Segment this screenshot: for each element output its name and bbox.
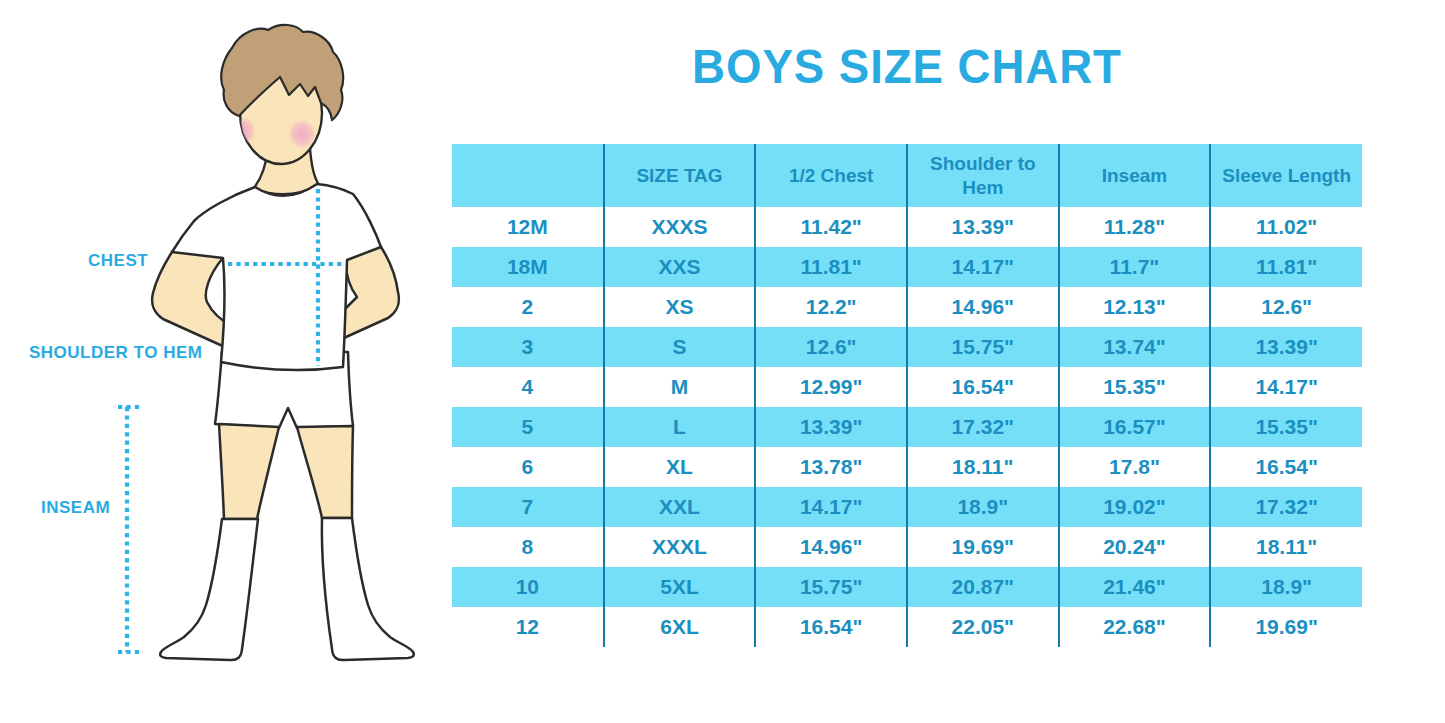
size-table-body: 12MXXXS11.42"13.39"11.28"11.02"18MXXS11.… bbox=[452, 207, 1362, 647]
table-cell: S bbox=[604, 327, 756, 367]
table-row: 18MXXS11.81"14.17"11.7"11.81" bbox=[452, 247, 1362, 287]
table-cell: 19.69" bbox=[1210, 607, 1362, 647]
boy-blush-left bbox=[232, 117, 256, 145]
table-cell: 11.7" bbox=[1059, 247, 1211, 287]
table-row: 6XL13.78"18.11"17.8"16.54" bbox=[452, 447, 1362, 487]
table-cell: 12.6" bbox=[1210, 287, 1362, 327]
table-cell: 16.57" bbox=[1059, 407, 1211, 447]
chest-label: CHEST bbox=[88, 251, 148, 271]
table-cell: 13.39" bbox=[1210, 327, 1362, 367]
table-row: 4M12.99"16.54"15.35"14.17" bbox=[452, 367, 1362, 407]
table-cell: 10 bbox=[452, 567, 604, 607]
table-cell: 6 bbox=[452, 447, 604, 487]
table-cell: 17.32" bbox=[907, 407, 1059, 447]
boy-left-leg bbox=[219, 424, 279, 519]
table-cell: L bbox=[604, 407, 756, 447]
inseam-label: INSEAM bbox=[41, 498, 110, 518]
column-header: Sleeve Length bbox=[1210, 144, 1362, 207]
table-cell: 18.11" bbox=[907, 447, 1059, 487]
table-cell: 18.9" bbox=[907, 487, 1059, 527]
table-cell: 15.35" bbox=[1210, 407, 1362, 447]
boy-right-leg bbox=[297, 426, 353, 518]
table-row: 126XL16.54"22.05"22.68"19.69" bbox=[452, 607, 1362, 647]
table-cell: 13.78" bbox=[755, 447, 907, 487]
table-cell: 14.96" bbox=[755, 527, 907, 567]
table-cell: 17.32" bbox=[1210, 487, 1362, 527]
table-cell: 11.42" bbox=[755, 207, 907, 247]
table-row: 2XS12.2"14.96"12.13"12.6" bbox=[452, 287, 1362, 327]
table-cell: 14.96" bbox=[907, 287, 1059, 327]
table-row: 8XXXL14.96"19.69"20.24"18.11" bbox=[452, 527, 1362, 567]
table-cell: 12.6" bbox=[755, 327, 907, 367]
table-cell: 13.39" bbox=[907, 207, 1059, 247]
table-cell: 8 bbox=[452, 527, 604, 567]
table-cell: 16.54" bbox=[907, 367, 1059, 407]
table-cell: 15.75" bbox=[755, 567, 907, 607]
table-cell: 20.24" bbox=[1059, 527, 1211, 567]
table-cell: 19.69" bbox=[907, 527, 1059, 567]
table-cell: XXXS bbox=[604, 207, 756, 247]
table-cell: 17.8" bbox=[1059, 447, 1211, 487]
header-row: SIZE TAG1/2 ChestShoulder to HemInseamSl… bbox=[452, 144, 1362, 207]
table-cell: XXS bbox=[604, 247, 756, 287]
table-cell: 11.28" bbox=[1059, 207, 1211, 247]
table-cell: XXXL bbox=[604, 527, 756, 567]
shoulder-to-hem-label: SHOULDER TO HEM bbox=[29, 343, 202, 363]
table-cell: 12.99" bbox=[755, 367, 907, 407]
column-header: SIZE TAG bbox=[604, 144, 756, 207]
size-table-header: SIZE TAG1/2 ChestShoulder to HemInseamSl… bbox=[452, 144, 1362, 207]
table-cell: M bbox=[604, 367, 756, 407]
table-cell: 12.13" bbox=[1059, 287, 1211, 327]
table-cell: XS bbox=[604, 287, 756, 327]
table-cell: XXL bbox=[604, 487, 756, 527]
table-cell: 13.74" bbox=[1059, 327, 1211, 367]
table-cell: 16.54" bbox=[755, 607, 907, 647]
table-cell: 11.81" bbox=[1210, 247, 1362, 287]
table-cell: 13.39" bbox=[755, 407, 907, 447]
table-cell: 7 bbox=[452, 487, 604, 527]
column-header: 1/2 Chest bbox=[755, 144, 907, 207]
table-row: 7XXL14.17"18.9"19.02"17.32" bbox=[452, 487, 1362, 527]
table-cell: 12 bbox=[452, 607, 604, 647]
table-cell: 16.54" bbox=[1210, 447, 1362, 487]
table-cell: 15.35" bbox=[1059, 367, 1211, 407]
table-cell: 14.17" bbox=[907, 247, 1059, 287]
table-cell: 19.02" bbox=[1059, 487, 1211, 527]
table-cell: 18.9" bbox=[1210, 567, 1362, 607]
table-cell: XL bbox=[604, 447, 756, 487]
table-cell: 5 bbox=[452, 407, 604, 447]
table-cell: 5XL bbox=[604, 567, 756, 607]
table-cell: 12M bbox=[452, 207, 604, 247]
table-row: 3S12.6"15.75"13.74"13.39" bbox=[452, 327, 1362, 367]
page-title: BOYS SIZE CHART bbox=[475, 39, 1340, 94]
table-cell: 11.81" bbox=[755, 247, 907, 287]
table-cell: 22.68" bbox=[1059, 607, 1211, 647]
table-cell: 18.11" bbox=[1210, 527, 1362, 567]
column-header: Inseam bbox=[1059, 144, 1211, 207]
table-cell: 14.17" bbox=[755, 487, 907, 527]
boy-blush-right bbox=[288, 119, 316, 149]
boy-left-sock bbox=[160, 519, 258, 660]
table-cell: 22.05" bbox=[907, 607, 1059, 647]
size-table: SIZE TAG1/2 ChestShoulder to HemInseamSl… bbox=[452, 144, 1362, 647]
table-cell: 4 bbox=[452, 367, 604, 407]
table-cell: 14.17" bbox=[1210, 367, 1362, 407]
table-row: 5L13.39"17.32"16.57"15.35" bbox=[452, 407, 1362, 447]
table-cell: 18M bbox=[452, 247, 604, 287]
table-row: 105XL15.75"20.87"21.46"18.9" bbox=[452, 567, 1362, 607]
column-header: Shoulder to Hem bbox=[907, 144, 1059, 207]
table-cell: 21.46" bbox=[1059, 567, 1211, 607]
table-cell: 6XL bbox=[604, 607, 756, 647]
table-cell: 2 bbox=[452, 287, 604, 327]
table-cell: 12.2" bbox=[755, 287, 907, 327]
table-cell: 11.02" bbox=[1210, 207, 1362, 247]
column-header bbox=[452, 144, 604, 207]
table-cell: 15.75" bbox=[907, 327, 1059, 367]
table-cell: 3 bbox=[452, 327, 604, 367]
table-row: 12MXXXS11.42"13.39"11.28"11.02" bbox=[452, 207, 1362, 247]
table-cell: 20.87" bbox=[907, 567, 1059, 607]
boy-right-sock bbox=[322, 518, 414, 660]
